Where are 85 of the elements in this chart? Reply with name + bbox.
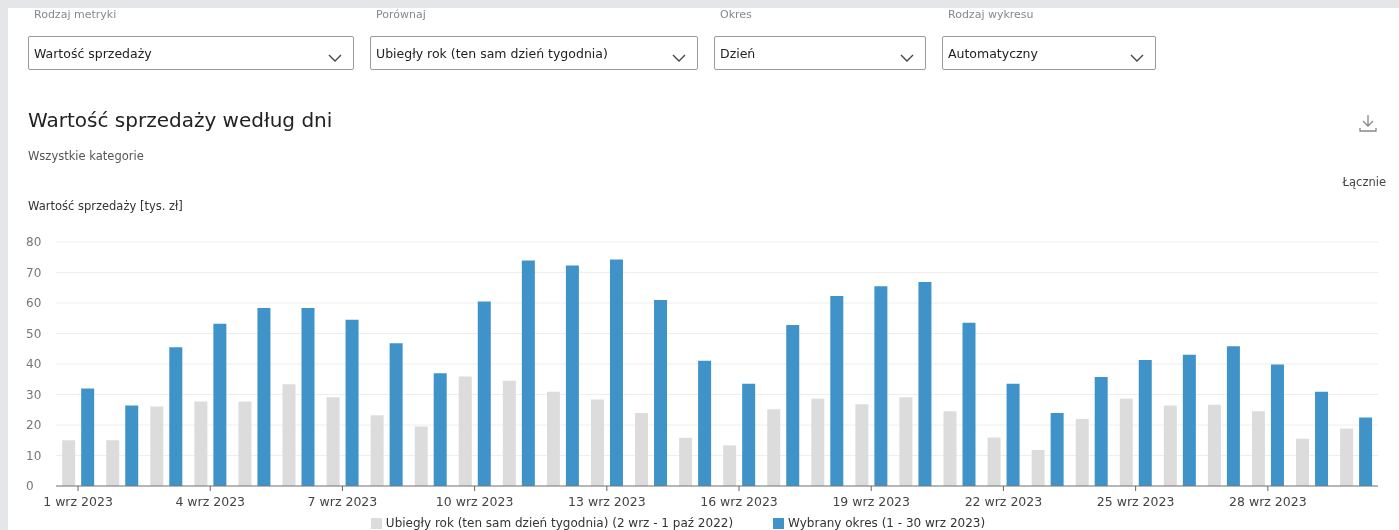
y-tick-label: 60 xyxy=(26,296,42,311)
bar xyxy=(458,376,472,486)
bar xyxy=(81,388,95,486)
bar xyxy=(1031,450,1045,486)
bar xyxy=(786,324,800,486)
bar xyxy=(106,440,120,486)
x-tick-label: 28 wrz 2023 xyxy=(1229,494,1307,509)
bar xyxy=(742,383,756,486)
text: Łącznie xyxy=(1342,175,1386,189)
x-tick-label: 13 wrz 2023 xyxy=(568,494,646,509)
bar xyxy=(370,415,384,486)
bar xyxy=(1226,346,1240,486)
x-tick-label: 16 wrz 2023 xyxy=(700,494,778,509)
bar xyxy=(1270,364,1284,486)
y-tick-label: 50 xyxy=(26,326,42,341)
y-axis-title: Wartość sprzedaży [tys. zł] xyxy=(28,199,183,213)
bar xyxy=(1094,377,1108,486)
bar xyxy=(1359,417,1373,486)
bar xyxy=(257,307,271,486)
bar xyxy=(899,397,913,486)
x-tick-label: 4 wrz 2023 xyxy=(175,494,246,509)
y-tick-label: 10 xyxy=(26,448,42,463)
y-tick-label: 30 xyxy=(26,387,42,402)
chart-subtitle: Wszystkie kategorie xyxy=(28,149,144,163)
bar xyxy=(698,360,712,486)
bar xyxy=(1138,360,1152,486)
bar xyxy=(1296,438,1310,486)
y-tick-label: 0 xyxy=(26,479,34,494)
x-tick-label: 1 wrz 2023 xyxy=(43,494,113,509)
bar xyxy=(326,397,340,486)
x-tick-label: 22 wrz 2023 xyxy=(964,494,1043,509)
bar xyxy=(1340,428,1354,486)
bar xyxy=(918,281,932,486)
bar xyxy=(238,401,252,486)
chart-title: Wartość sprzedaży według dni xyxy=(28,108,333,132)
x-tick-label: 10 wrz 2023 xyxy=(435,494,514,509)
bar xyxy=(502,380,516,486)
legend-label: Ubiegły rok (ten sam dzień tygodnia) (2 wrz - 1 paź 2022) xyxy=(385,516,734,530)
bar xyxy=(345,319,359,486)
bar xyxy=(477,301,491,486)
x-tick-label: 25 wrz 2023 xyxy=(1096,494,1175,509)
bar xyxy=(635,413,649,486)
bar xyxy=(654,299,668,486)
bar xyxy=(962,322,976,486)
bar xyxy=(723,445,737,486)
bar xyxy=(169,347,183,486)
bar xyxy=(150,406,164,486)
x-tick-label: 19 wrz 2023 xyxy=(832,494,911,509)
legend-label: Wybrany okres (1 - 30 wrz 2023) xyxy=(788,516,986,530)
bar xyxy=(213,323,227,486)
bar xyxy=(1006,383,1020,486)
bar xyxy=(1207,404,1221,486)
bar xyxy=(987,437,1001,486)
bar xyxy=(414,426,428,486)
bar xyxy=(609,259,623,486)
bar xyxy=(767,409,781,486)
bar xyxy=(1182,354,1196,486)
bar xyxy=(1315,391,1329,486)
bar xyxy=(679,437,693,486)
bar xyxy=(811,398,825,486)
bar xyxy=(943,411,957,486)
y-tick-label: 70 xyxy=(26,265,42,280)
bar xyxy=(1119,398,1133,486)
bar xyxy=(1163,405,1177,486)
x-tick-label: 7 wrz 2023 xyxy=(307,494,378,509)
bar xyxy=(590,399,604,486)
bar xyxy=(125,405,139,486)
bar xyxy=(830,295,844,486)
bar xyxy=(1050,413,1064,486)
y-tick-label: 80 xyxy=(26,235,42,250)
bar xyxy=(1075,418,1089,486)
bar xyxy=(1251,411,1265,486)
bar xyxy=(301,307,315,486)
bar xyxy=(874,286,888,486)
bar xyxy=(62,440,76,486)
bar xyxy=(521,260,535,486)
bar xyxy=(855,404,869,486)
bar xyxy=(565,265,579,486)
bar xyxy=(433,373,447,486)
bar xyxy=(546,391,560,486)
bar xyxy=(282,384,296,486)
y-tick-label: 40 xyxy=(26,357,42,372)
bar xyxy=(194,401,208,486)
bar xyxy=(389,343,403,486)
y-tick-label: 20 xyxy=(26,418,42,433)
